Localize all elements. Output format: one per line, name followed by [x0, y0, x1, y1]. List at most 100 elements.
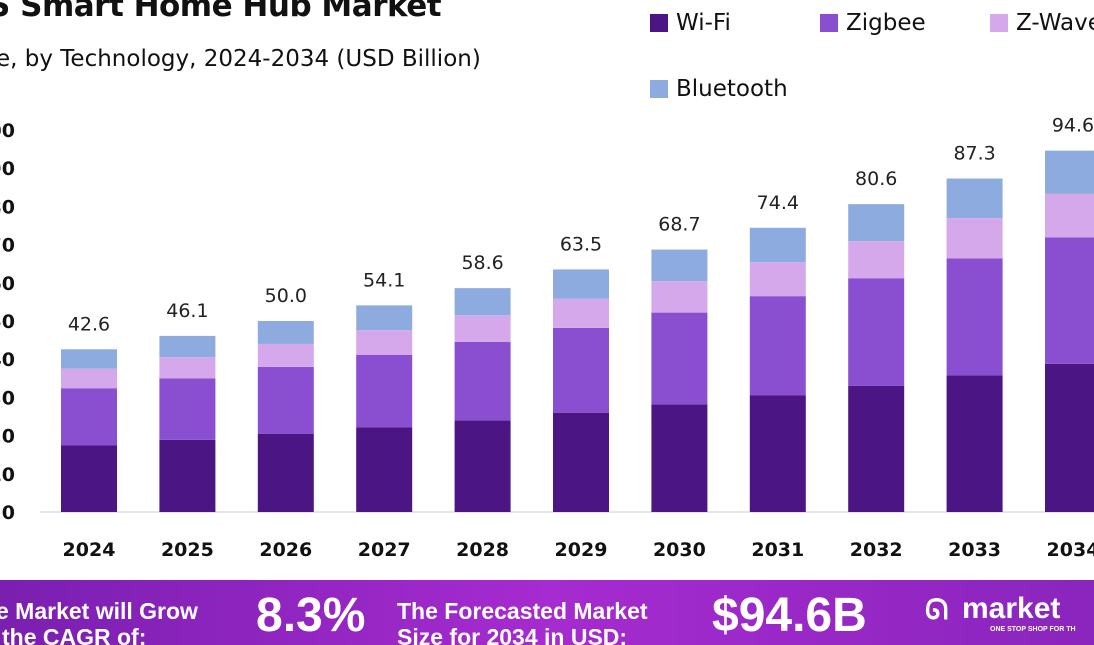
chart-title: S Smart Home Hub Market — [0, 0, 442, 24]
bar-segment-zwave — [1045, 193, 1094, 238]
x-tick-label: 2024 — [63, 539, 116, 561]
legend-swatch-bluetooth — [650, 80, 668, 98]
bar-segment-wifi — [356, 427, 413, 512]
x-tick-label: 2034 — [1047, 539, 1094, 561]
total-data-label: 50.0 — [265, 285, 307, 307]
stacked-bar-chart: 010203040506070809010042.6202446.1202550… — [0, 115, 1094, 561]
x-tick-label: 2031 — [751, 539, 804, 561]
legend-swatch-zwave — [990, 14, 1008, 32]
legend-item-wifi: Wi-Fi — [650, 10, 731, 36]
bar-segment-zwave — [848, 241, 905, 279]
x-tick-label: 2027 — [358, 539, 411, 561]
bar-segment-zigbee — [651, 312, 708, 405]
legend-item-zigbee: Zigbee — [820, 10, 926, 36]
y-tick-label: 90 — [0, 158, 15, 180]
legend-item-bluetooth: Bluetooth — [650, 76, 788, 102]
legend-label: Z-Wave — [1016, 10, 1094, 36]
legend-swatch-zigbee — [820, 14, 838, 32]
bar-segment-zigbee — [159, 378, 216, 440]
y-tick-label: 80 — [0, 196, 15, 218]
bar-segment-zwave — [257, 343, 314, 367]
bar-segment-zwave — [159, 357, 216, 379]
legend-label: Zigbee — [846, 10, 926, 36]
y-tick-label: 10 — [0, 464, 15, 486]
x-tick-label: 2033 — [948, 539, 1001, 561]
bar-segment-zwave — [749, 262, 806, 297]
total-data-label: 54.1 — [363, 269, 405, 291]
bar-segment-zwave — [651, 281, 708, 313]
bar-segment-bluetooth — [749, 227, 806, 263]
bar-segment-wifi — [454, 420, 511, 512]
x-tick-label: 2025 — [161, 539, 214, 561]
bar-segment-wifi — [946, 375, 1003, 512]
total-data-label: 46.1 — [166, 300, 208, 322]
x-tick-label: 2029 — [555, 539, 608, 561]
total-data-label: 58.6 — [461, 252, 503, 274]
bar-segment-bluetooth — [159, 335, 216, 358]
cagr-value: 8.3% — [256, 589, 366, 642]
bar-segment-bluetooth — [454, 288, 511, 316]
bar-segment-zigbee — [553, 327, 609, 413]
bar-segment-wifi — [159, 439, 216, 512]
bar-segment-bluetooth — [257, 321, 314, 344]
brand-logo-icon: ᘏ — [925, 594, 949, 625]
legend-label: Bluetooth — [676, 76, 788, 102]
y-tick-label: 40 — [0, 349, 15, 371]
bar-segment-zigbee — [356, 354, 413, 428]
brand-name: market — [962, 592, 1061, 625]
total-data-label: 94.6 — [1052, 115, 1094, 137]
bar-segment-wifi — [651, 404, 708, 512]
bar-segment-wifi — [848, 385, 905, 512]
x-tick-label: 2032 — [850, 539, 903, 561]
total-data-label: 87.3 — [953, 143, 995, 165]
bar-segment-zwave — [61, 368, 117, 389]
bar-segment-wifi — [553, 412, 609, 512]
y-tick-label: 50 — [0, 311, 15, 333]
chart-subtitle: e, by Technology, 2024-2034 (USD Billion… — [0, 46, 481, 72]
footer-banner: e Market will Grow the CAGR of: 8.3% The… — [0, 580, 1094, 645]
bar-segment-zwave — [356, 330, 413, 355]
legend-swatch-wifi — [650, 14, 668, 32]
bar-segment-wifi — [257, 433, 314, 512]
bar-segment-zigbee — [848, 278, 905, 386]
y-tick-label: 100 — [0, 120, 15, 142]
bar-segment-zwave — [454, 315, 511, 343]
bar-segment-bluetooth — [553, 269, 609, 299]
bar-segment-bluetooth — [946, 178, 1003, 219]
x-tick-label: 2026 — [259, 539, 312, 561]
brand-tagline: ONE STOP SHOP FOR TH — [990, 626, 1076, 633]
y-tick-label: 30 — [0, 387, 15, 409]
total-data-label: 68.7 — [658, 214, 700, 236]
bar-segment-zigbee — [454, 342, 511, 421]
total-data-label: 80.6 — [855, 168, 897, 190]
bar-segment-zigbee — [61, 388, 117, 446]
bar-segment-zigbee — [1045, 237, 1094, 364]
cagr-label-1: e Market will Grow — [0, 598, 198, 624]
x-tick-label: 2030 — [653, 539, 706, 561]
forecast-label-2: Size for 2034 in USD: — [397, 624, 628, 645]
forecast-label-1: The Forecasted Market — [397, 598, 648, 624]
total-data-label: 63.5 — [560, 233, 602, 255]
bar-segment-wifi — [749, 395, 806, 512]
total-data-label: 42.6 — [68, 313, 110, 335]
bar-segment-bluetooth — [356, 305, 413, 331]
bar-segment-wifi — [1045, 363, 1094, 512]
legend-label: Wi-Fi — [676, 10, 731, 36]
total-data-label: 74.4 — [757, 192, 799, 214]
bar-segment-zigbee — [749, 296, 806, 396]
x-tick-label: 2028 — [456, 539, 509, 561]
bar-segment-zwave — [553, 298, 609, 328]
bar-segment-bluetooth — [651, 249, 708, 282]
y-tick-label: 20 — [0, 426, 15, 448]
y-tick-label: 60 — [0, 273, 15, 295]
bar-segment-zwave — [946, 218, 1003, 259]
legend-item-zwave: Z-Wave — [990, 10, 1094, 36]
bar-segment-zigbee — [257, 366, 314, 434]
forecast-value: $94.6B — [712, 589, 867, 642]
cagr-label-2: the CAGR of: — [2, 624, 147, 645]
y-tick-label: 70 — [0, 235, 15, 257]
bar-segment-zigbee — [946, 258, 1003, 376]
y-tick-label: 0 — [2, 502, 15, 524]
bar-segment-bluetooth — [1045, 150, 1094, 194]
bar-segment-wifi — [61, 445, 117, 512]
